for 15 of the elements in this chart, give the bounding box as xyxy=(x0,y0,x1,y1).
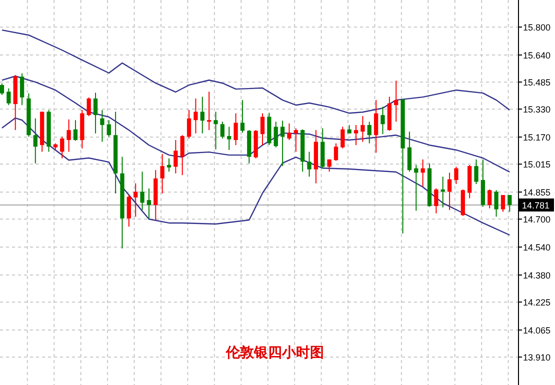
y-tick-label: 14.065 xyxy=(523,326,551,336)
y-tick-label: 15.015 xyxy=(523,160,551,170)
text: 伦敦银四小时图 xyxy=(225,344,324,360)
y-tick-label: 15.170 xyxy=(523,132,551,143)
y-tick-label: 15.640 xyxy=(523,50,551,60)
y-tick-label: 14.855 xyxy=(523,188,551,198)
y-tick-label: 15.485 xyxy=(523,78,551,88)
y-tick-label: 15.330 xyxy=(523,104,551,115)
y-tick-label: 13.910 xyxy=(523,352,551,363)
y-tick-label: 14.540 xyxy=(523,242,551,253)
ref-line-label: 14.781 xyxy=(522,200,550,210)
y-tick-label: 15.800 xyxy=(523,22,551,33)
y-tick-label: 14.380 xyxy=(523,270,551,280)
y-tick-label: 14.700 xyxy=(523,214,551,225)
y-tick-label: 14.225 xyxy=(523,298,551,308)
